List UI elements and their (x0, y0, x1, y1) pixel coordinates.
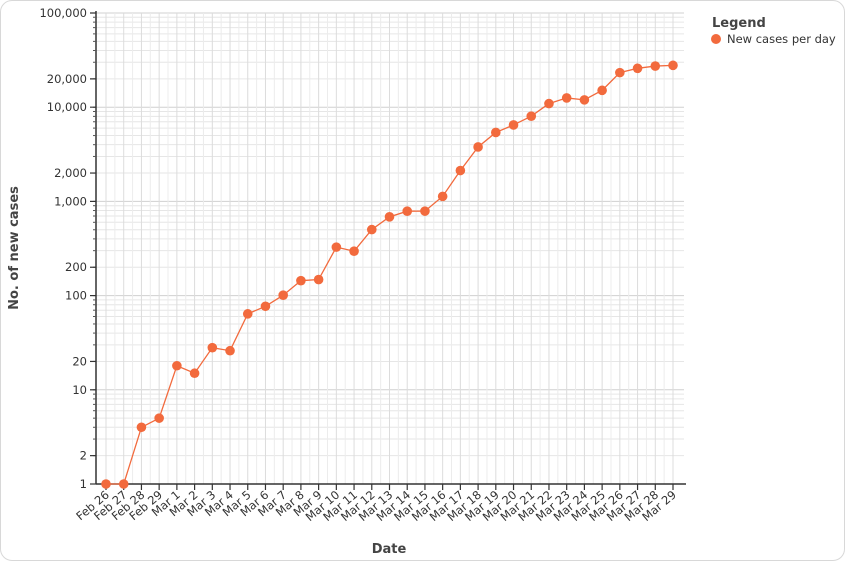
data-point[interactable] (437, 191, 448, 202)
data-point[interactable] (313, 274, 324, 285)
y-tick-label: 20,000 (47, 72, 87, 86)
data-point[interactable] (349, 246, 359, 257)
major-grid (105, 13, 674, 484)
data-point[interactable] (331, 242, 342, 252)
legend-marker (711, 34, 721, 44)
legend: Legend New cases per day (711, 16, 836, 46)
legend-label: New cases per day (727, 32, 836, 46)
data-point[interactable] (526, 111, 537, 122)
y-tick-label: 2 (80, 449, 87, 463)
series-group (101, 60, 678, 489)
data-point[interactable] (650, 61, 661, 71)
data-point[interactable] (172, 360, 182, 371)
data-point[interactable] (154, 413, 164, 423)
data-point[interactable] (491, 127, 501, 138)
y-tick-label: 200 (65, 260, 87, 274)
y-tick-label: 1,000 (54, 194, 87, 208)
data-point[interactable] (561, 93, 572, 103)
data-point[interactable] (136, 422, 147, 433)
y-tick-label: 100 (65, 289, 87, 303)
y-axis-ticks: 1 2 10 20 100 200 1,000 2,000 10,000 20,000 100,00… (39, 6, 96, 491)
axes (95, 11, 686, 485)
data-point[interactable] (668, 60, 678, 71)
data-point[interactable] (544, 98, 554, 109)
data-point[interactable] (225, 345, 235, 356)
y-tick-label: 10,000 (47, 100, 87, 114)
x-axis-title: Date (372, 542, 407, 557)
legend-title: Legend (712, 16, 766, 31)
y-tick-label: 10 (72, 383, 87, 397)
data-point[interactable] (207, 342, 218, 353)
data-point[interactable] (242, 309, 253, 319)
data-point[interactable] (579, 95, 590, 105)
data-point[interactable] (455, 165, 466, 176)
data-point[interactable] (101, 479, 111, 489)
data-point[interactable] (384, 212, 395, 222)
data-point[interactable] (597, 85, 607, 96)
data-point[interactable] (118, 479, 129, 489)
y-tick-label: 100,000 (39, 6, 87, 20)
data-point[interactable] (366, 224, 377, 235)
data-point[interactable] (632, 63, 643, 74)
data-point[interactable] (278, 290, 288, 300)
y-tick-label: 20 (72, 354, 87, 368)
y-axis-title: No. of new cases (7, 186, 22, 310)
data-point[interactable] (615, 67, 625, 78)
y-tick-label: 2,000 (54, 166, 87, 180)
data-point[interactable] (420, 206, 430, 216)
data-point[interactable] (402, 206, 413, 216)
y-tick-label: 1 (80, 477, 87, 491)
data-point[interactable] (473, 142, 483, 152)
data-point[interactable] (508, 120, 519, 130)
data-point[interactable] (260, 301, 271, 312)
data-point[interactable] (189, 368, 200, 379)
data-point[interactable] (296, 275, 306, 286)
